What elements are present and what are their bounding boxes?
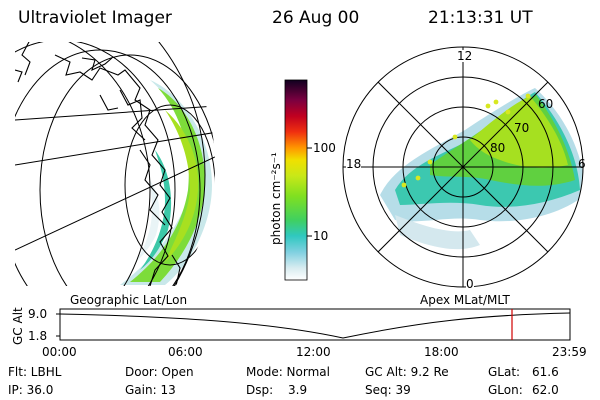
colorbar-tick-100: 100 [313,141,336,155]
date-label: 26 Aug 00 [272,8,360,28]
glon-label: GLon: [488,383,523,397]
timeline-ylabel: GC Alt [11,307,25,345]
colorbar-tick-10: 10 [313,229,329,243]
glat-value: 61.6 [532,365,559,379]
time-label: 21:13:31 UT [428,8,533,28]
door-status: Door: Open [125,365,194,379]
glon-value: 62.0 [532,383,559,397]
mlat-label-60: 60 [538,97,554,111]
timeline-xtick-1800: 18:00 [424,345,459,359]
timeline-xtick-2359: 23:59 [552,345,587,359]
mlt-label-0: 0 [466,277,474,291]
timeline-xtick-1200: 12:00 [296,345,331,359]
mlt-label-12: 12 [457,49,473,63]
sequence-value: Seq: 39 [365,383,411,397]
mlt-label-6: 6 [578,157,586,171]
timeline-ytick-1-8: 1.8 [28,329,48,343]
dsp-label: Dsp: [246,383,274,397]
dsp-value: 3.9 [288,383,308,397]
mlat-label-70: 70 [514,121,530,135]
ip-value: IP: 36.0 [8,383,54,397]
gain-value: Gain: 13 [125,383,176,397]
projection-right-label: Apex MLat/MLT [420,293,510,307]
timeline-xtick-0600: 06:00 [168,345,203,359]
filter-value: Flt: LBHL [8,365,62,379]
gc-altitude: GC Alt: 9.2 Re [365,365,449,379]
mlat-label-80: 80 [490,141,506,155]
projection-left-label: Geographic Lat/Lon [70,293,188,307]
timeline-xtick-0000: 00:00 [42,345,77,359]
timeline-ytick-9: 9.0 [28,307,48,321]
glat-label: GLat: [488,365,521,379]
mlt-label-18: 18 [346,157,362,171]
instrument-title: Ultraviolet Imager [18,8,172,28]
mode-value: Mode: Normal [246,365,330,379]
